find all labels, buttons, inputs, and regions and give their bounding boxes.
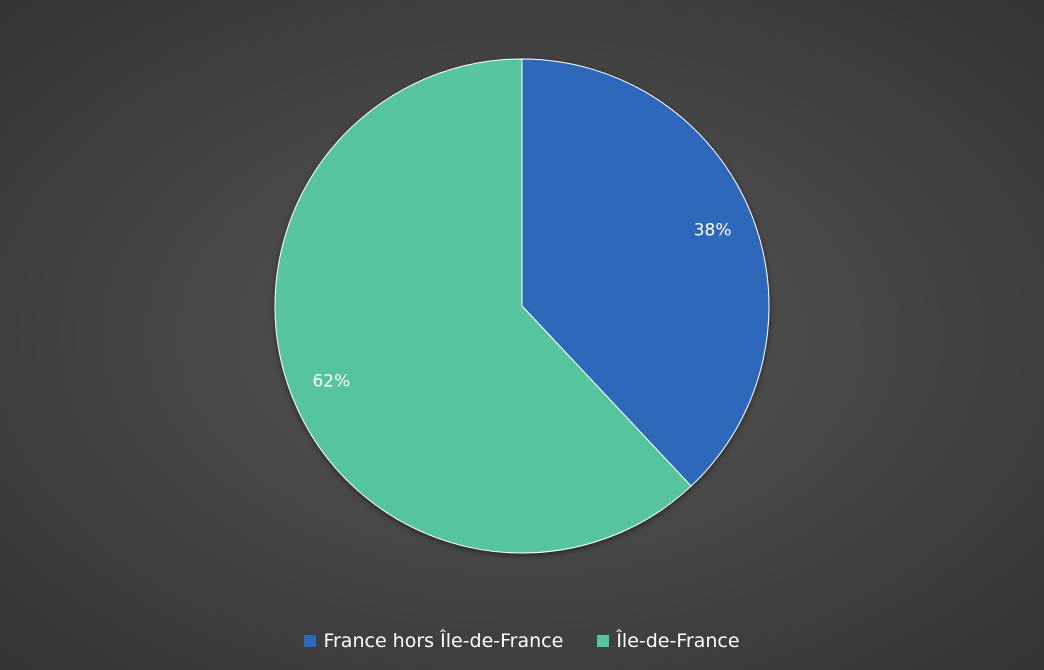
legend-item-ile-de-france[interactable]: Île-de-France — [597, 630, 740, 652]
pie-slice-ile-de-france[interactable] — [274, 58, 692, 554]
pie-slice-france-hors-ile-de-france[interactable] — [521, 58, 770, 487]
legend: France hors Île-de-France Île-de-France — [0, 626, 1044, 656]
legend-label-france-hors-ile-de-france: France hors Île-de-France — [323, 630, 564, 652]
data-label-france-hors-ile-de-france: 38% — [694, 221, 732, 241]
data-label-ile-de-france: 62% — [312, 371, 350, 391]
legend-swatch-france-hors-ile-de-france — [304, 635, 317, 647]
legend-swatch-ile-de-france — [597, 635, 610, 647]
pie-slices — [274, 58, 770, 554]
legend-item-france-hors-ile-de-france[interactable]: France hors Île-de-France — [304, 630, 563, 652]
legend-label-ile-de-france: Île-de-France — [616, 630, 740, 652]
pie-chart: 38% 62% — [274, 58, 770, 554]
pie-chart-svg: 38% 62% — [274, 58, 770, 554]
